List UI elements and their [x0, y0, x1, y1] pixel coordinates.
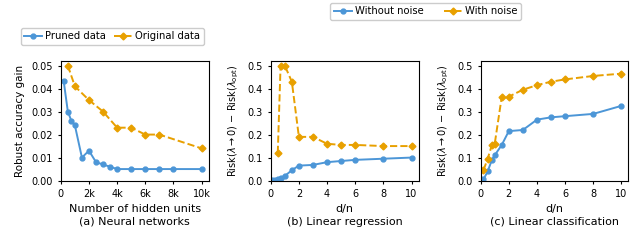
Line: Original data: Original data [65, 63, 204, 151]
Original data [71, 85, 79, 88]
With noise [295, 135, 303, 138]
Pruned data [198, 168, 205, 171]
Line: Without noise: Without noise [269, 155, 414, 183]
With noise [547, 80, 555, 83]
Pruned data [64, 110, 72, 113]
X-axis label: Number of hidden units: Number of hidden units [68, 204, 201, 214]
With noise [479, 169, 487, 172]
Pruned data [106, 165, 114, 168]
Original data [113, 126, 121, 129]
Without noise [268, 179, 276, 182]
Pruned data [78, 156, 86, 159]
Original data [64, 64, 72, 67]
Original data [99, 110, 107, 113]
Pruned data [113, 168, 121, 171]
Y-axis label: Risk($\lambda \to 0$) $-$ Risk($\lambda_{\rm opt}$): Risk($\lambda \to 0$) $-$ Risk($\lambda_… [437, 65, 451, 177]
With noise [498, 95, 506, 98]
Title: (b) Linear regression: (b) Linear regression [287, 217, 403, 227]
Line: Without noise: Without noise [481, 103, 624, 182]
With noise [337, 143, 345, 146]
Pruned data [60, 79, 67, 82]
With noise [484, 157, 492, 160]
With noise [309, 135, 317, 138]
Without noise [519, 129, 527, 132]
With noise [589, 74, 597, 77]
Without noise [295, 164, 303, 167]
With noise [323, 142, 331, 145]
Without noise [309, 163, 317, 166]
Pruned data [92, 161, 100, 164]
With noise [561, 78, 569, 81]
Without noise [484, 170, 492, 173]
With noise [276, 64, 284, 67]
Without noise [288, 169, 296, 172]
Original data [141, 133, 149, 136]
Without noise [533, 118, 541, 121]
Original data [198, 147, 205, 150]
Pruned data [99, 163, 107, 166]
With noise [491, 142, 499, 145]
Without noise [408, 156, 415, 159]
With noise [274, 152, 282, 154]
Line: With noise: With noise [481, 71, 624, 173]
With noise [408, 145, 415, 148]
With noise [505, 95, 513, 98]
Without noise [547, 116, 555, 119]
Original data [127, 126, 135, 129]
With noise [281, 64, 289, 67]
With noise [618, 72, 625, 75]
Without noise [337, 160, 345, 163]
Without noise [323, 161, 331, 164]
Original data [156, 133, 163, 136]
Line: Pruned data: Pruned data [61, 78, 204, 172]
Without noise [561, 115, 569, 118]
Pruned data [170, 168, 177, 171]
Without noise [380, 157, 387, 160]
Title: (a) Neural networks: (a) Neural networks [79, 217, 190, 227]
Original data [85, 99, 93, 102]
Without noise [281, 174, 289, 177]
Without noise [589, 112, 597, 115]
Line: With noise: With noise [275, 63, 414, 155]
With noise [380, 145, 387, 148]
Without noise [274, 178, 282, 181]
Without noise [271, 179, 279, 182]
Without noise [351, 158, 359, 161]
With noise [351, 143, 359, 146]
With noise [533, 84, 541, 87]
Without noise [479, 178, 487, 181]
Without noise [505, 130, 513, 132]
Title: (c) Linear classification: (c) Linear classification [490, 217, 619, 227]
Y-axis label: Robust accuracy gain: Robust accuracy gain [15, 65, 26, 177]
Pruned data [141, 168, 149, 171]
Pruned data [156, 168, 163, 171]
X-axis label: d/n: d/n [335, 204, 354, 214]
Without noise [618, 104, 625, 107]
With noise [488, 143, 496, 146]
Without noise [488, 158, 496, 161]
With noise [519, 88, 527, 91]
Y-axis label: Risk($\lambda \to 0$) $-$ Risk($\lambda_{\rm opt}$): Risk($\lambda \to 0$) $-$ Risk($\lambda_… [227, 65, 241, 177]
Legend: Pruned data, Original data: Pruned data, Original data [20, 28, 204, 45]
Pruned data [71, 124, 79, 127]
Pruned data [67, 119, 75, 122]
Without noise [491, 154, 499, 157]
Without noise [498, 143, 506, 146]
Legend: Without noise, With noise: Without noise, With noise [330, 2, 521, 20]
Pruned data [85, 149, 93, 152]
Pruned data [127, 168, 135, 171]
X-axis label: d/n: d/n [545, 204, 564, 214]
With noise [288, 80, 296, 83]
Without noise [276, 177, 284, 180]
